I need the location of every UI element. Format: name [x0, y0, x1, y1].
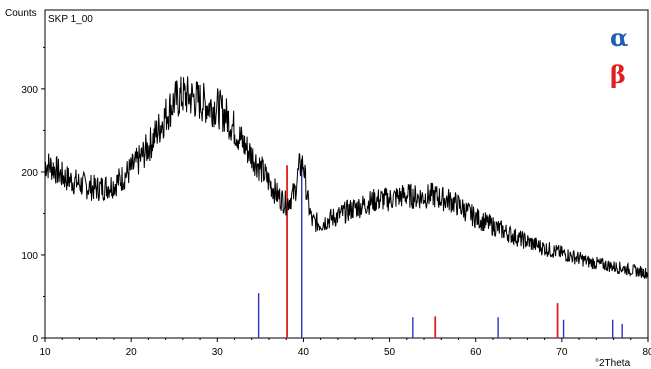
x-tick-label: 40 — [298, 347, 310, 358]
x-tick-label: 30 — [212, 347, 224, 358]
y-axis-label: Counts — [5, 8, 37, 19]
axis-ticks: 10 20 30 40 50 60 70 80 0 100 200 300 — [21, 46, 651, 358]
y-tick-label: 0 — [32, 334, 38, 345]
y-tick-label: 200 — [21, 168, 38, 179]
legend-alpha: α — [610, 23, 628, 52]
series-line — [44, 76, 649, 280]
reference-lines — [257, 158, 623, 338]
x-tick-label: 60 — [470, 347, 482, 358]
x-tick-label: 20 — [126, 347, 138, 358]
legend-beta: β — [610, 60, 626, 89]
x-tick-label: 50 — [384, 347, 396, 358]
plot-frame — [44, 9, 649, 339]
chart-title: SKP 1_00 — [48, 14, 93, 25]
y-tick-label: 100 — [21, 251, 38, 262]
y-tick-label: 300 — [21, 85, 38, 96]
x-tick-label: 10 — [39, 347, 51, 358]
x-tick-label: 80 — [642, 347, 651, 358]
x-tick-label: 70 — [556, 347, 568, 358]
x-axis-label: °2Theta — [595, 358, 631, 369]
